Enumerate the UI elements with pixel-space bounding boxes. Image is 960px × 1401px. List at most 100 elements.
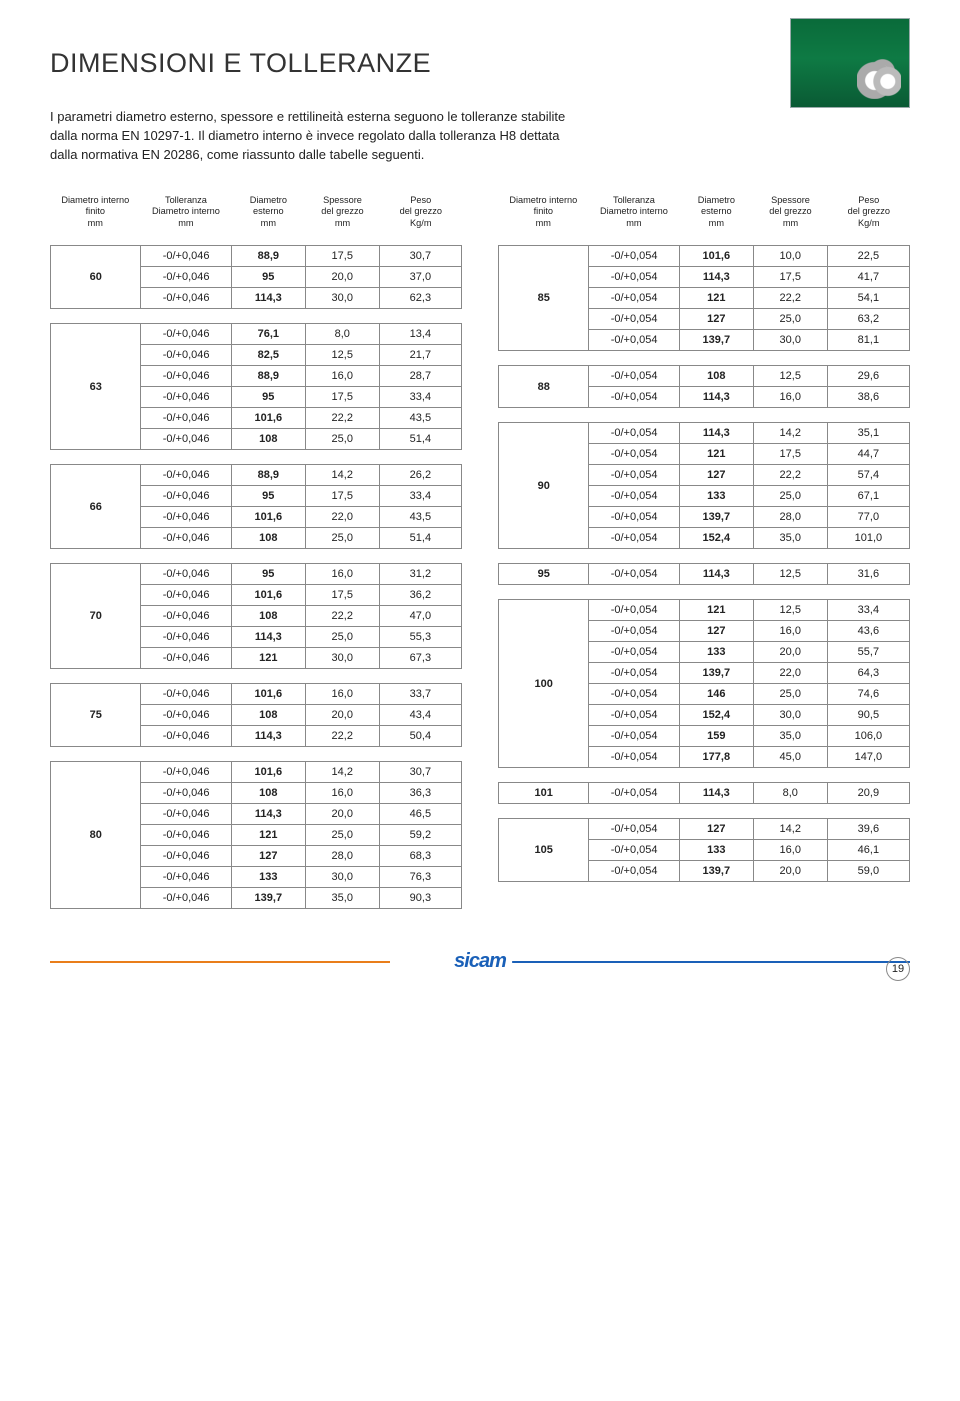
data-cell: 139,7: [679, 663, 753, 684]
col-header: TolleranzaDiametro internomm: [589, 193, 680, 232]
data-cell: 43,5: [379, 408, 461, 429]
intro-paragraph: I parametri diametro esterno, spessore e…: [50, 108, 590, 165]
table-row: 60-0/+0,04688,917,530,7: [51, 246, 462, 267]
data-cell: -0/+0,054: [589, 642, 679, 663]
data-cell: 26,2: [379, 465, 461, 486]
data-cell: 67,3: [379, 648, 461, 669]
data-cell: 77,0: [827, 507, 909, 528]
data-cell: 35,0: [753, 726, 827, 747]
data-cell: 35,0: [305, 888, 379, 909]
data-cell: -0/+0,054: [589, 747, 679, 768]
table-row: 101-0/+0,054114,38,020,9: [499, 783, 910, 804]
data-cell: 25,0: [305, 528, 379, 549]
data-cell: -0/+0,046: [141, 528, 231, 549]
data-cell: 33,4: [827, 600, 909, 621]
data-cell: 64,3: [827, 663, 909, 684]
data-table: 63-0/+0,04676,18,013,4-0/+0,04682,512,52…: [50, 323, 462, 450]
data-cell: 30,0: [753, 705, 827, 726]
data-cell: -0/+0,054: [589, 387, 679, 408]
data-cell: -0/+0,054: [589, 465, 679, 486]
data-cell: -0/+0,046: [141, 705, 231, 726]
data-cell: 16,0: [753, 621, 827, 642]
data-cell: -0/+0,046: [141, 888, 231, 909]
data-cell: -0/+0,054: [589, 726, 679, 747]
data-cell: -0/+0,046: [141, 465, 231, 486]
data-table: 75-0/+0,046101,616,033,7-0/+0,04610820,0…: [50, 683, 462, 747]
data-table: 80-0/+0,046101,614,230,7-0/+0,04610816,0…: [50, 761, 462, 909]
data-cell: 20,0: [305, 804, 379, 825]
data-cell: 114,3: [231, 726, 305, 747]
table-row: 90-0/+0,054114,314,235,1: [499, 423, 910, 444]
data-cell: -0/+0,054: [589, 783, 679, 804]
data-cell: -0/+0,046: [141, 366, 231, 387]
data-cell: 88,9: [231, 465, 305, 486]
data-cell: 51,4: [379, 429, 461, 450]
data-cell: 127: [679, 621, 753, 642]
data-cell: 39,6: [827, 819, 909, 840]
data-cell: 22,5: [827, 246, 909, 267]
data-cell: 14,2: [305, 762, 379, 783]
data-cell: 30,0: [753, 330, 827, 351]
data-table: 90-0/+0,054114,314,235,1-0/+0,05412117,5…: [498, 422, 910, 549]
data-cell: 25,0: [305, 429, 379, 450]
data-cell: 108: [231, 705, 305, 726]
data-cell: 121: [231, 648, 305, 669]
data-cell: 76,1: [231, 324, 305, 345]
data-table: 85-0/+0,054101,610,022,5-0/+0,054114,317…: [498, 245, 910, 351]
data-cell: 114,3: [679, 564, 753, 585]
data-cell: -0/+0,046: [141, 606, 231, 627]
data-cell: 35,0: [753, 528, 827, 549]
data-cell: 62,3: [379, 288, 461, 309]
data-cell: 20,0: [753, 642, 827, 663]
table-row: 75-0/+0,046101,616,033,7: [51, 684, 462, 705]
data-cell: 44,7: [827, 444, 909, 465]
data-cell: 17,5: [305, 246, 379, 267]
data-cell: -0/+0,054: [589, 840, 679, 861]
data-cell: 30,0: [305, 288, 379, 309]
diameter-id-cell: 80: [51, 762, 141, 909]
data-cell: 45,0: [753, 747, 827, 768]
data-cell: 74,6: [827, 684, 909, 705]
col-header: Diametroesternomm: [231, 193, 305, 232]
data-cell: -0/+0,054: [589, 705, 679, 726]
data-table: 101-0/+0,054114,38,020,9: [498, 782, 910, 804]
page-number: 19: [886, 957, 910, 981]
data-cell: -0/+0,054: [589, 684, 679, 705]
data-cell: 127: [679, 309, 753, 330]
data-cell: 101,6: [231, 408, 305, 429]
data-cell: 22,2: [305, 606, 379, 627]
data-cell: 41,7: [827, 267, 909, 288]
col-header: Pesodel grezzoKg/m: [828, 193, 910, 232]
data-cell: 95: [231, 564, 305, 585]
data-cell: 28,0: [753, 507, 827, 528]
data-cell: -0/+0,046: [141, 324, 231, 345]
diameter-id-cell: 90: [499, 423, 589, 549]
table-row: 80-0/+0,046101,614,230,7: [51, 762, 462, 783]
data-cell: 16,0: [753, 387, 827, 408]
data-cell: -0/+0,054: [589, 444, 679, 465]
data-cell: 22,2: [753, 465, 827, 486]
data-table: 105-0/+0,05412714,239,6-0/+0,05413316,04…: [498, 818, 910, 882]
data-cell: 46,1: [827, 840, 909, 861]
col-header: Spessoredel grezzomm: [305, 193, 379, 232]
data-cell: 67,1: [827, 486, 909, 507]
data-cell: 16,0: [305, 564, 379, 585]
diameter-id-cell: 70: [51, 564, 141, 669]
data-cell: -0/+0,054: [589, 309, 679, 330]
data-cell: 17,5: [753, 267, 827, 288]
data-cell: -0/+0,046: [141, 387, 231, 408]
table-row: 100-0/+0,05412112,533,4: [499, 600, 910, 621]
data-cell: 101,6: [231, 684, 305, 705]
col-header: Diametro internofinitomm: [50, 193, 141, 232]
data-cell: 108: [231, 606, 305, 627]
left-column: Diametro internofinitommTolleranzaDiamet…: [50, 193, 462, 924]
data-cell: -0/+0,046: [141, 486, 231, 507]
data-cell: 25,0: [753, 486, 827, 507]
data-cell: 114,3: [679, 783, 753, 804]
data-cell: -0/+0,046: [141, 804, 231, 825]
diameter-id-cell: 95: [499, 564, 589, 585]
product-thumb: [790, 18, 910, 108]
data-cell: 101,6: [679, 246, 753, 267]
data-cell: 114,3: [231, 627, 305, 648]
data-cell: -0/+0,054: [589, 819, 679, 840]
